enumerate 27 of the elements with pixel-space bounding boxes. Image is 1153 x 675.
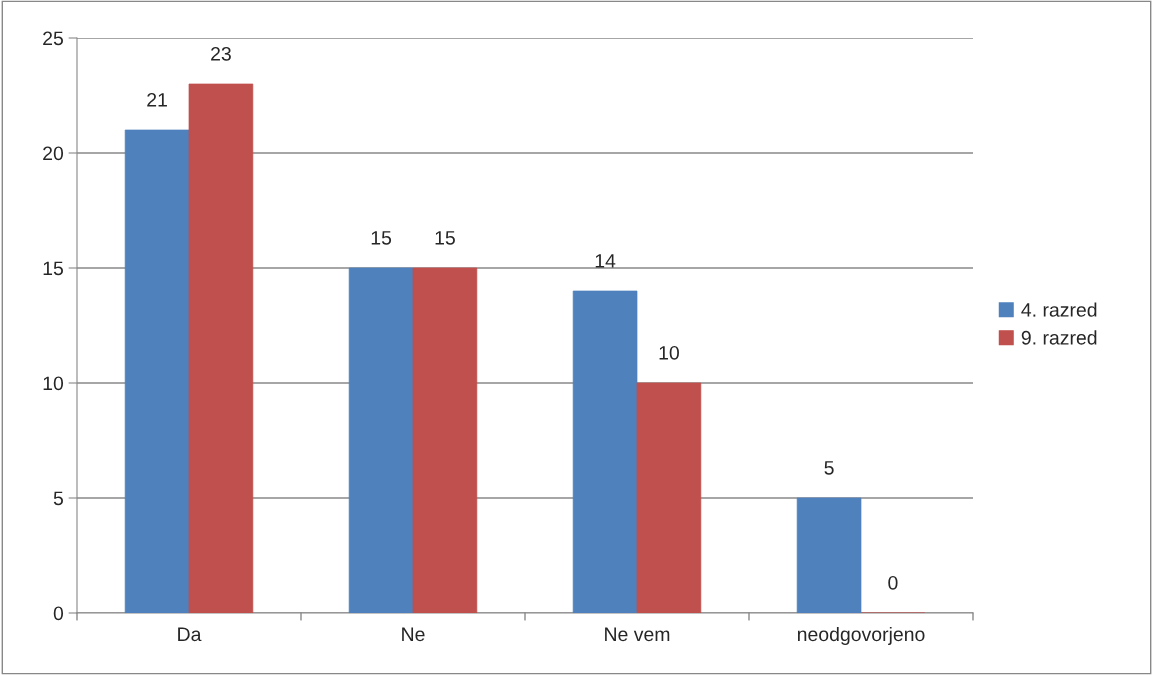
y-tick-label: 0 — [53, 606, 64, 621]
data-label: 15 — [435, 231, 455, 245]
data-label: 0 — [888, 575, 898, 590]
data-label: 10 — [659, 345, 679, 360]
data-label: 21 — [147, 92, 167, 107]
y-tick-label: 25 — [43, 31, 63, 46]
y-tick-label: 15 — [43, 261, 63, 276]
bar — [348, 267, 414, 613]
bar — [412, 267, 478, 613]
legend-label: 9. razred — [1021, 330, 1097, 345]
data-label: 14 — [595, 254, 616, 268]
bar — [188, 83, 254, 613]
legend-label: 4. razred — [1021, 302, 1097, 317]
x-tick-label: Ne vem — [605, 627, 670, 642]
x-tick-label: neodgovorjeno — [797, 626, 925, 646]
data-label: 5 — [824, 461, 834, 475]
y-tick-label: 20 — [43, 146, 64, 161]
bar — [636, 382, 702, 613]
data-label: 23 — [211, 46, 231, 61]
y-tick-label: 10 — [43, 376, 64, 391]
y-tick-label: 5 — [53, 491, 63, 506]
bar — [124, 129, 190, 613]
bar — [572, 290, 638, 613]
x-tick-label: Ne — [402, 627, 425, 642]
bar — [796, 497, 862, 613]
x-tick-label: Da — [178, 627, 202, 642]
data-label: 15 — [371, 231, 392, 245]
